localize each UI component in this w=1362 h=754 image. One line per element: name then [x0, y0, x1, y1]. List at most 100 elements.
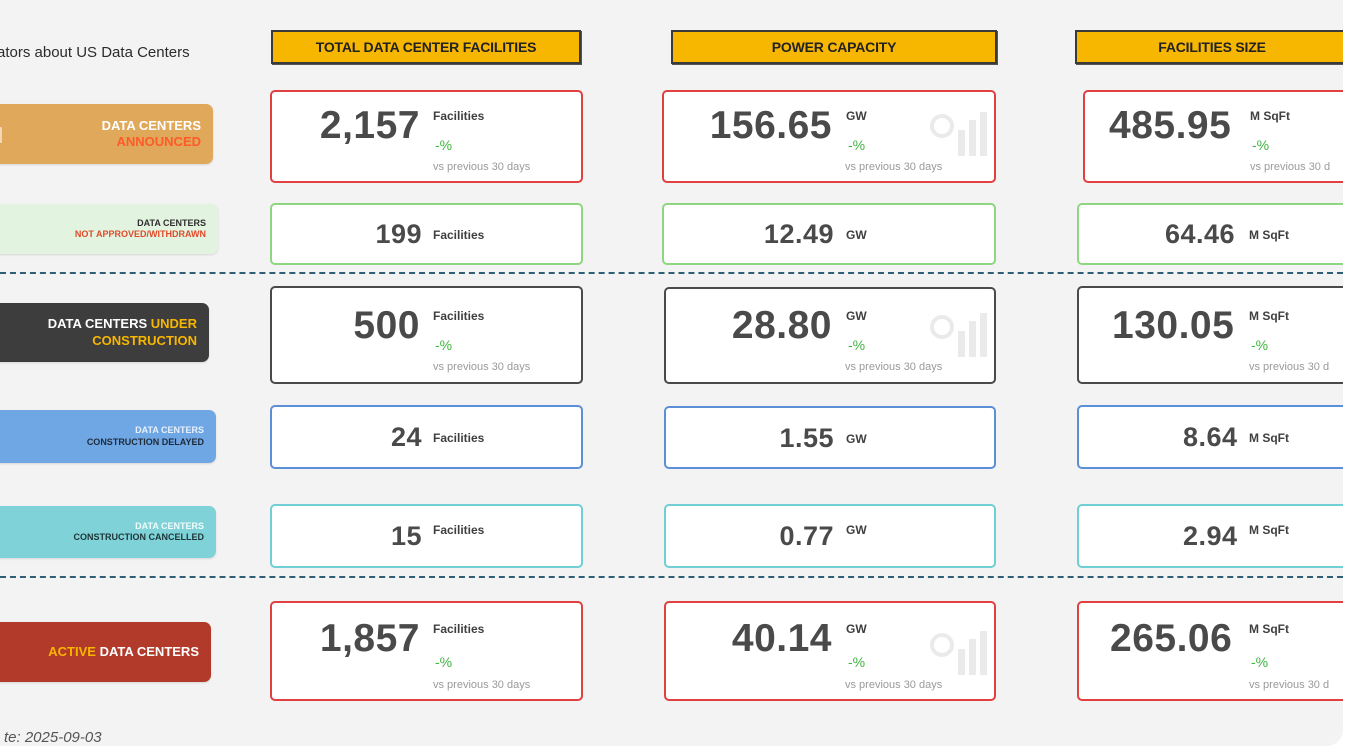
card-cancelled-power[interactable]: 0.77 GW	[664, 504, 996, 568]
kpi-unit: M SqFt	[1249, 523, 1289, 537]
label-line2: ANNOUNCED	[116, 134, 202, 149]
kpi-unit: M SqFt	[1249, 309, 1289, 323]
card-announced-size[interactable]: 485.95 M SqFt -% vs previous 30 d	[1083, 90, 1343, 183]
card-cancelled-total[interactable]: 15 Facilities	[270, 504, 583, 568]
label-line1: DATA CENTERS	[135, 425, 204, 436]
kpi-compare: vs previous 30 days	[845, 161, 943, 173]
kpi-unit: M SqFt	[1249, 431, 1289, 445]
card-active-power[interactable]: 40.14 GW -% vs previous 30 days	[664, 601, 996, 701]
card-announced-total[interactable]: 2,157 Facilities -% vs previous 30 days	[270, 90, 583, 183]
card-under-construction-power[interactable]: 28.80 GW -% vs previous 30 days	[664, 287, 996, 384]
kpi-value: 2,157	[319, 104, 420, 147]
row-label-not-approved[interactable]: DATA CENTERS NOT APPROVED/WITHDRAWN	[0, 204, 218, 254]
label-line1: DATA CENTERS	[101, 117, 201, 133]
kpi-value: 64.46	[1165, 219, 1236, 249]
header-power-capacity: POWER CAPACITY	[671, 30, 997, 64]
kpi-unit: GW	[846, 432, 867, 446]
card-active-size[interactable]: 265.06 M SqFt -% vs previous 30 d	[1077, 601, 1343, 701]
kpi-value: 199	[375, 219, 422, 249]
kpi-value: 156.65	[709, 104, 832, 147]
page-title: ators about US Data Centers	[0, 44, 190, 61]
kpi-unit: GW	[846, 622, 867, 636]
kpi-compare: vs previous 30 days	[433, 161, 531, 173]
kpi-compare: vs previous 30 days	[845, 679, 943, 691]
card-not-approved-power[interactable]: 12.49 GW	[662, 203, 996, 265]
row-label-text: DATA CENTERS CONSTRUCTION DELAYED	[87, 425, 204, 448]
kpi-value: 2.94	[1183, 521, 1238, 551]
label-line2: CONSTRUCTION	[92, 332, 197, 348]
label-line1: DATA CENTERS	[95, 643, 199, 659]
kpi-unit: GW	[846, 523, 867, 537]
kpi-unit: Facilities	[433, 431, 485, 445]
kpi-compare: vs previous 30 d	[1249, 679, 1330, 691]
kpi-value: 40.14	[731, 617, 832, 660]
kpi-value: 1.55	[779, 423, 834, 453]
section-separator	[0, 576, 1343, 578]
kpi-unit: GW	[846, 309, 867, 323]
kpi-value: 265.06	[1110, 617, 1233, 660]
kpi-unit: GW	[846, 109, 867, 123]
label-line2: CONSTRUCTION DELAYED	[86, 436, 204, 447]
kpi-compare: vs previous 30 d	[1250, 161, 1331, 173]
chart-watermark-icon	[930, 313, 987, 357]
kpi-change: -%	[1252, 137, 1270, 153]
label-line1: DATA CENTERS	[135, 520, 204, 531]
card-announced-power[interactable]: 156.65 GW -% vs previous 30 days	[662, 90, 996, 183]
card-not-approved-size[interactable]: 64.46 M SqFt	[1077, 203, 1343, 265]
update-date: te: 2025-09-03	[4, 729, 102, 746]
kpi-change: -%	[435, 337, 453, 353]
row-label-announced[interactable]: DATA CENTERS ANNOUNCED	[0, 104, 213, 164]
row-label-under-construction[interactable]: DATA CENTERS UNDER CONSTRUCTION	[0, 303, 209, 362]
card-cancelled-size[interactable]: 2.94 M SqFt	[1077, 504, 1343, 568]
kpi-change: -%	[435, 654, 453, 670]
kpi-value: 485.95	[1109, 104, 1232, 147]
kpi-value: 8.64	[1183, 422, 1238, 452]
label-highlight: ACTIVE	[48, 643, 96, 659]
kpi-compare: vs previous 30 days	[845, 361, 943, 373]
label-line1: DATA CENTERS	[47, 316, 151, 332]
kpi-value: 130.05	[1112, 304, 1235, 347]
kpi-unit: GW	[846, 228, 867, 242]
card-under-construction-size[interactable]: 130.05 M SqFt -% vs previous 30 d	[1077, 286, 1343, 384]
dashboard-canvas: ators about US Data Centers TOTAL DATA C…	[0, 0, 1343, 746]
header-facilities-size: FACILITIES SIZE	[1075, 30, 1343, 64]
kpi-change: -%	[1251, 654, 1269, 670]
kpi-unit: Facilities	[433, 109, 485, 123]
kpi-value: 12.49	[763, 219, 834, 249]
row-label-text: ACTIVE DATA CENTERS	[48, 644, 199, 660]
label-line2: NOT APPROVED/WITHDRAWN	[74, 229, 206, 239]
card-not-approved-total[interactable]: 199 Facilities	[270, 203, 583, 265]
kpi-unit: M SqFt	[1250, 109, 1290, 123]
row-label-active[interactable]: ACTIVE DATA CENTERS	[0, 622, 211, 682]
chart-watermark-icon	[930, 112, 987, 156]
card-delayed-total[interactable]: 24 Facilities	[270, 405, 583, 469]
kpi-value: 500	[353, 304, 420, 347]
label-line2: CONSTRUCTION CANCELLED	[73, 532, 205, 542]
row-label-delayed[interactable]: DATA CENTERS CONSTRUCTION DELAYED	[0, 410, 216, 463]
header-total-facilities: TOTAL DATA CENTER FACILITIES	[271, 30, 581, 64]
card-active-total[interactable]: 1,857 Facilities -% vs previous 30 days	[270, 601, 583, 701]
card-under-construction-total[interactable]: 500 Facilities -% vs previous 30 days	[270, 286, 583, 384]
kpi-unit: Facilities	[433, 622, 485, 636]
kpi-change: -%	[848, 654, 866, 670]
card-delayed-power[interactable]: 1.55 GW	[664, 406, 996, 469]
kpi-unit: Facilities	[433, 228, 485, 242]
kpi-compare: vs previous 30 days	[433, 361, 531, 373]
chart-watermark-icon	[930, 631, 987, 675]
row-label-text: DATA CENTERS CONSTRUCTION CANCELLED	[74, 521, 205, 544]
row-label-text: DATA CENTERS ANNOUNCED	[102, 118, 201, 151]
kpi-compare: vs previous 30 d	[1249, 361, 1330, 373]
kpi-value: 15	[390, 521, 422, 551]
kpi-unit: M SqFt	[1249, 622, 1289, 636]
kpi-change: -%	[848, 337, 866, 353]
row-label-cancelled[interactable]: DATA CENTERS CONSTRUCTION CANCELLED	[0, 506, 216, 558]
card-delayed-size[interactable]: 8.64 M SqFt	[1077, 405, 1343, 469]
kpi-unit: Facilities	[433, 309, 485, 323]
section-separator	[0, 272, 1343, 274]
kpi-value: 24	[390, 422, 422, 452]
kpi-change: -%	[435, 137, 453, 153]
row-label-text: DATA CENTERS UNDER CONSTRUCTION	[48, 316, 197, 349]
kpi-unit: Facilities	[433, 523, 485, 537]
building-icon	[0, 127, 2, 143]
kpi-value: 1,857	[319, 617, 420, 660]
